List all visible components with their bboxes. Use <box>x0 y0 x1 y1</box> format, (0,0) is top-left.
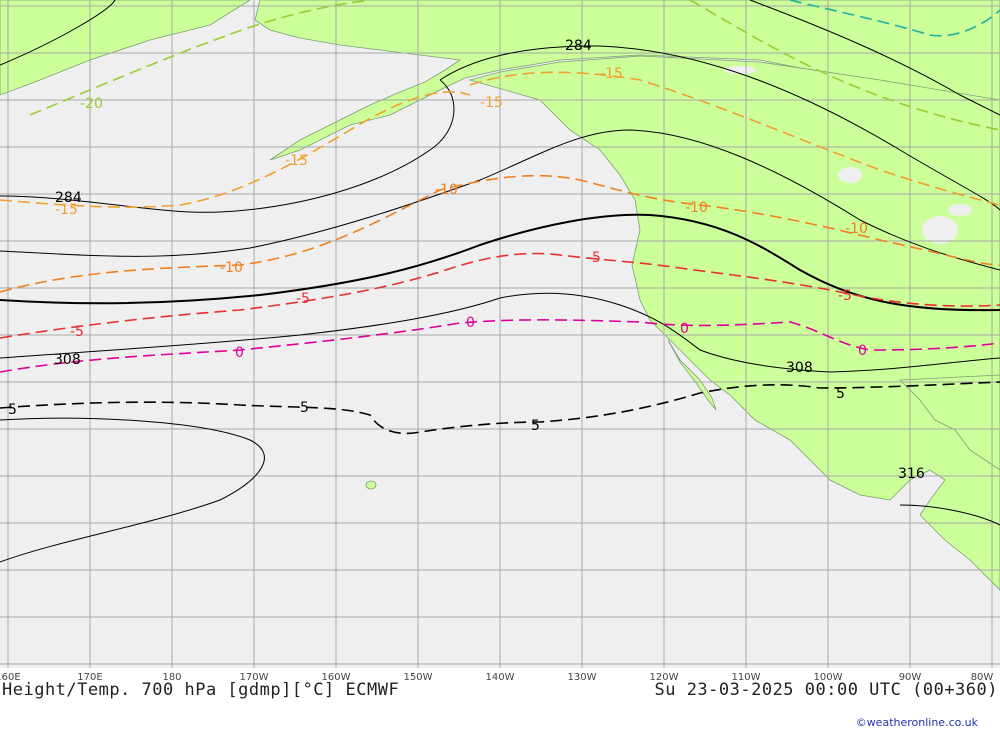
temp-label: -10 <box>435 182 458 198</box>
land-hawaii <box>365 480 377 490</box>
longitude-label: 160W <box>321 672 351 683</box>
longitude-label: 150W <box>403 672 433 683</box>
temp-label: -15 <box>285 153 308 169</box>
temp-label: -15 <box>55 202 78 218</box>
height-contour-284-west <box>0 79 455 213</box>
temp-label: 0 <box>858 343 867 359</box>
longitude-label: 140W <box>485 672 515 683</box>
height-contour-upper-left <box>0 0 116 66</box>
height-contour-thick <box>0 213 1000 312</box>
height-label: 284 <box>565 38 592 54</box>
temp-label: 5 <box>8 402 17 418</box>
temp-label: -10 <box>685 200 708 216</box>
land-north-america <box>468 55 1000 591</box>
height-label-group: 284 284 308 308 316 <box>54 38 925 482</box>
graticule <box>0 0 1000 668</box>
height-label: 284 <box>55 190 82 206</box>
height-contour-north-right <box>749 0 1000 116</box>
land-baja <box>667 339 717 411</box>
height-contour-closed <box>0 417 265 563</box>
height-label: 308 <box>54 352 81 368</box>
temp-contour-minus15-east <box>469 71 1000 206</box>
height-contour-mid <box>0 129 1000 271</box>
land-siberia <box>0 0 251 96</box>
forecast-datetime: Su 23-03-2025 00:00 UTC (00+360) <box>654 680 998 700</box>
longitude-label: 110W <box>731 672 761 683</box>
longitude-label: 120W <box>649 672 679 683</box>
temperature-contours <box>0 0 1000 435</box>
height-contour-284-north <box>439 45 1000 211</box>
temp-contour-5 <box>0 381 1000 435</box>
temp-label: -5 <box>587 250 601 266</box>
temp-label: -5 <box>70 324 84 340</box>
longitude-label: 100W <box>813 672 843 683</box>
height-contours <box>0 0 1000 563</box>
temp-contour-minus20-north <box>689 0 1000 131</box>
temp-label: 5 <box>836 386 845 402</box>
height-label: 308 <box>786 360 813 376</box>
temperature-label-group: -20 -15 -15 -15 -15 -10 -10 -10 -10 -5 -… <box>8 66 868 434</box>
temp-label: -10 <box>220 260 243 276</box>
temp-label: 0 <box>466 315 475 331</box>
height-contour-316 <box>899 504 1000 526</box>
longitude-label: 130W <box>567 672 597 683</box>
temp-contour-minus20 <box>29 0 371 116</box>
map-title: Height/Temp. 700 hPa [gdmp][°C] ECMWF <box>2 680 400 700</box>
longitude-label: 160E <box>0 672 21 683</box>
temp-contour-minus5 <box>0 252 1000 339</box>
height-label: 316 <box>898 466 925 482</box>
temp-label: 0 <box>235 345 244 361</box>
height-contour-308 <box>0 292 1000 373</box>
temp-contour-minus15-west <box>0 91 471 208</box>
temp-contour-minus10 <box>0 174 1000 293</box>
longitude-label: 90W <box>898 672 922 683</box>
weather-map: 284 284 308 308 316 -20 -15 -15 -15 -15 … <box>0 0 1000 668</box>
lakes-layer <box>724 66 972 244</box>
temp-label: -15 <box>600 66 623 82</box>
temp-label: -5 <box>838 288 852 304</box>
longitude-label: 80W <box>970 672 994 683</box>
longitude-label: 170E <box>77 672 103 683</box>
land-east-coast <box>899 374 1000 471</box>
temp-label: -15 <box>480 95 503 111</box>
temp-label: 0 <box>680 321 689 337</box>
temp-contour-cold <box>789 0 1000 37</box>
temp-label: -10 <box>845 221 868 237</box>
temp-contour-0 <box>0 319 1000 373</box>
temp-label: -20 <box>80 96 103 112</box>
longitude-label: 170W <box>239 672 269 683</box>
credit-link[interactable]: ©weatheronline.co.uk <box>855 716 978 729</box>
temp-label: 5 <box>300 400 309 416</box>
temp-label: -5 <box>296 291 310 307</box>
temp-label: 5 <box>531 418 540 434</box>
land-layer <box>0 0 1000 591</box>
longitude-label: 180 <box>162 672 182 683</box>
